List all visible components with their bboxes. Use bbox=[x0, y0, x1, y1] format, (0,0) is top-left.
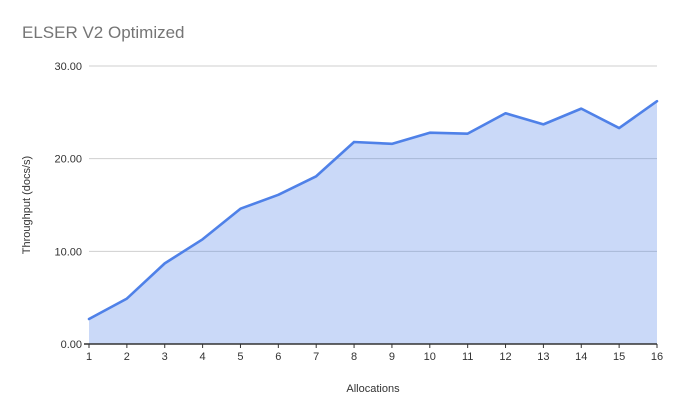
x-tick-label: 13 bbox=[537, 351, 549, 363]
x-tick-label: 3 bbox=[162, 351, 168, 363]
x-tick-label: 9 bbox=[389, 351, 395, 363]
x-tick-label: 4 bbox=[200, 351, 206, 363]
x-tick-label: 7 bbox=[313, 351, 319, 363]
y-tick-label: 10.00 bbox=[54, 246, 82, 258]
x-tick-label: 6 bbox=[275, 351, 281, 363]
x-tick-label: 11 bbox=[462, 351, 473, 363]
chart-title: ELSER V2 Optimized bbox=[22, 23, 185, 42]
x-tick-label: 12 bbox=[499, 351, 511, 363]
y-tick-label: 0.00 bbox=[61, 339, 82, 351]
x-tick-label: 8 bbox=[351, 351, 357, 363]
x-tick-label: 2 bbox=[124, 351, 130, 363]
series-line bbox=[87, 99, 659, 321]
x-tick-label: 15 bbox=[613, 351, 625, 363]
x-tick-label: 5 bbox=[237, 351, 243, 363]
x-tick-label: 1 bbox=[86, 351, 92, 363]
x-tick-label: 10 bbox=[424, 351, 436, 363]
x-tick-label: 16 bbox=[651, 351, 663, 363]
y-axis-title: Throughput (docs/s) bbox=[21, 155, 33, 255]
y-tick-label: 30.00 bbox=[54, 61, 82, 73]
x-axis-title: Allocations bbox=[346, 383, 400, 395]
y-tick-label: 20.00 bbox=[54, 154, 82, 166]
area-fill bbox=[89, 101, 657, 344]
x-tick-label: 14 bbox=[575, 351, 587, 363]
